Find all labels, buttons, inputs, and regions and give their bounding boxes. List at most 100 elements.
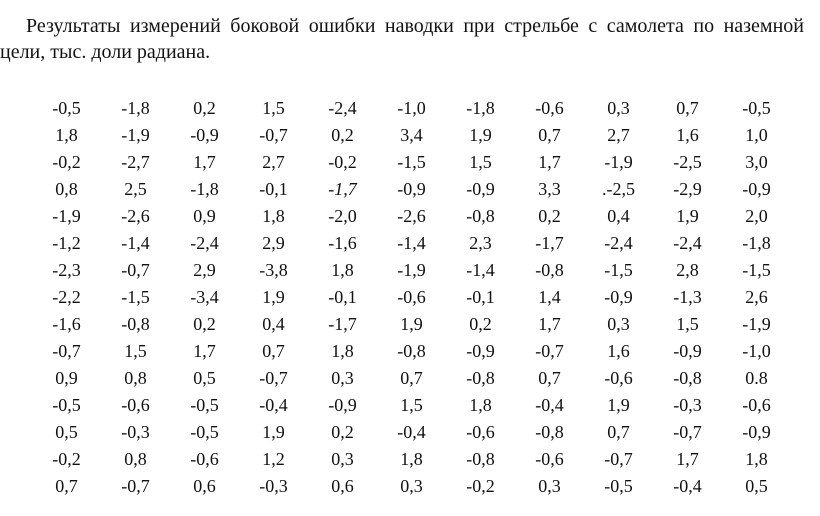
table-cell: 2,8 (676, 260, 699, 280)
table-cell: 1,8 (469, 395, 492, 415)
table-cell: -1,6 (52, 314, 81, 334)
table-cell: -2,4 (604, 233, 633, 253)
table-cell: 0,3 (331, 368, 354, 388)
table-cell: -0,1 (328, 287, 357, 307)
table-cell: -0,5 (604, 476, 633, 496)
table-cell: -0,9 (328, 395, 357, 415)
measurements-table-body: -0,5 -1,8 0,2 1,5 -2,4 -1,0 -1,8 -0,6 0,3 0,7 -0,5… (32, 95, 791, 500)
table-cell: 1,7 (538, 152, 561, 172)
table-cell: -0,7 (259, 368, 288, 388)
table-cell: 0,8 (124, 368, 147, 388)
table-cell: -0,7 (535, 341, 564, 361)
table-cell: -0,5 (190, 422, 219, 442)
table-cell: -2,2 (52, 287, 81, 307)
table-cell: -0,6 (397, 287, 426, 307)
table-cell: -0,9 (673, 341, 702, 361)
table-cell: -0,6 (121, 395, 150, 415)
table-cell: -1,9 (397, 260, 426, 280)
table-cell: -0,8 (535, 260, 564, 280)
table-row: 0,5 -0,3 -0,5 1,9 0,2 -0,4 -0,6 -0,8 0,7 -0,7 -0,9 (32, 419, 791, 446)
table-cell: -0,1 (466, 287, 495, 307)
table-cell: 0,7 (55, 476, 78, 496)
table-cell: -2,4 (190, 233, 219, 253)
table-cell: 0,2 (193, 98, 216, 118)
table-cell: 0,3 (331, 449, 354, 469)
table-cell: 1,9 (400, 314, 423, 334)
table-cell: 2,7 (607, 125, 630, 145)
table-cell: -0,9 (466, 341, 495, 361)
table-cell: 3,3 (538, 179, 561, 199)
table-cell: -0,6 (604, 368, 633, 388)
table-cell: -1,4 (397, 233, 426, 253)
table-cell: -0,7 (121, 476, 150, 496)
table-row: -0,7 1,5 1,7 0,7 1,8 -0,8 -0,9 -0,7 1,6 -0,9 -1,0 (32, 338, 791, 365)
table-cell: 0,3 (607, 98, 630, 118)
table-cell: -1,9 (121, 125, 150, 145)
table-cell: -1,6 (328, 233, 357, 253)
table-cell: -1,9 (742, 314, 771, 334)
table-cell: 0,3 (607, 314, 630, 334)
caption-line-2: цели, тыс. доли радиана. (0, 41, 211, 63)
table-cell: -1,7 (328, 179, 357, 199)
table-cell: -1,7 (328, 314, 357, 334)
table-row: 1,8 -1,9 -0,9 -0,7 0,2 3,4 1,9 0,7 2,7 1,6 1,0 (32, 122, 791, 149)
table-cell: -1,5 (397, 152, 426, 172)
table-cell: 0,6 (331, 476, 354, 496)
table-cell: 0,2 (538, 206, 561, 226)
table-cell: -0,7 (259, 125, 288, 145)
table-cell: -2,0 (328, 206, 357, 226)
table-row: 0,8 2,5 -1,8 -0,1 -1,7 -0,9 -0,9 3,3 .-2,5 -2,9 -0… (32, 176, 791, 203)
table-cell: -0,4 (673, 476, 702, 496)
table-cell: 1,9 (676, 206, 699, 226)
table-cell: 0,2 (469, 314, 492, 334)
table-cell: 0,2 (331, 422, 354, 442)
table-cell: 0,7 (607, 422, 630, 442)
table-cell: -0,2 (52, 449, 81, 469)
table-cell: 0,7 (400, 368, 423, 388)
table-cell: 0,7 (538, 368, 561, 388)
table-cell: -1,2 (52, 233, 81, 253)
table-cell: 0,9 (193, 206, 216, 226)
table-cell: -1,3 (673, 287, 702, 307)
table-cell: -0,7 (604, 449, 633, 469)
table-cell: 1,5 (400, 395, 423, 415)
table-cell: 2,7 (262, 152, 285, 172)
table-cell: -1,0 (742, 341, 771, 361)
table-cell: -0,9 (742, 422, 771, 442)
table-cell: -0,6 (535, 449, 564, 469)
table-cell: 1,5 (262, 98, 285, 118)
table-cell: -0,5 (742, 98, 771, 118)
table-cell: -0,7 (673, 422, 702, 442)
table-caption: Результаты измерений боковой ошибки наво… (0, 13, 804, 65)
table-cell: 0,3 (538, 476, 561, 496)
table-cell: 1,0 (745, 125, 768, 145)
table-cell: -1,4 (121, 233, 150, 253)
table-cell: 2,3 (469, 233, 492, 253)
table-cell: -0,7 (121, 260, 150, 280)
table-cell: 1,9 (262, 422, 285, 442)
table-cell: 0,5 (193, 368, 216, 388)
table-cell: 1,2 (262, 449, 285, 469)
table-cell: -2,7 (121, 152, 150, 172)
table-cell: 0,6 (193, 476, 216, 496)
table-cell: -0,3 (673, 395, 702, 415)
table-cell: -0,4 (535, 395, 564, 415)
table-cell: .-2,5 (602, 179, 635, 199)
table-cell: -0,3 (121, 422, 150, 442)
table-cell: 1,4 (538, 287, 561, 307)
table-cell: 2,9 (193, 260, 216, 280)
table-cell: 1,7 (193, 152, 216, 172)
table-row: -1,2 -1,4 -2,4 2,9 -1,6 -1,4 2,3 -1,7 -2,4 -2,4 -1… (32, 230, 791, 257)
table-cell: 0,3 (400, 476, 423, 496)
table-cell: -2,3 (52, 260, 81, 280)
table-cell: -0,5 (190, 395, 219, 415)
table-cell: -1,0 (397, 98, 426, 118)
table-cell: 1,6 (607, 341, 630, 361)
table-cell: 0,9 (55, 368, 78, 388)
table-row: -1,6 -0,8 0,2 0,4 -1,7 1,9 0,2 1,7 0,3 1,5 -1,9 (32, 311, 791, 338)
table-cell: 0,8 (55, 179, 78, 199)
table-cell: 0.8 (745, 368, 768, 388)
table-cell: -1,8 (190, 179, 219, 199)
table-cell: 3,4 (400, 125, 423, 145)
table-cell: 2,5 (124, 179, 147, 199)
